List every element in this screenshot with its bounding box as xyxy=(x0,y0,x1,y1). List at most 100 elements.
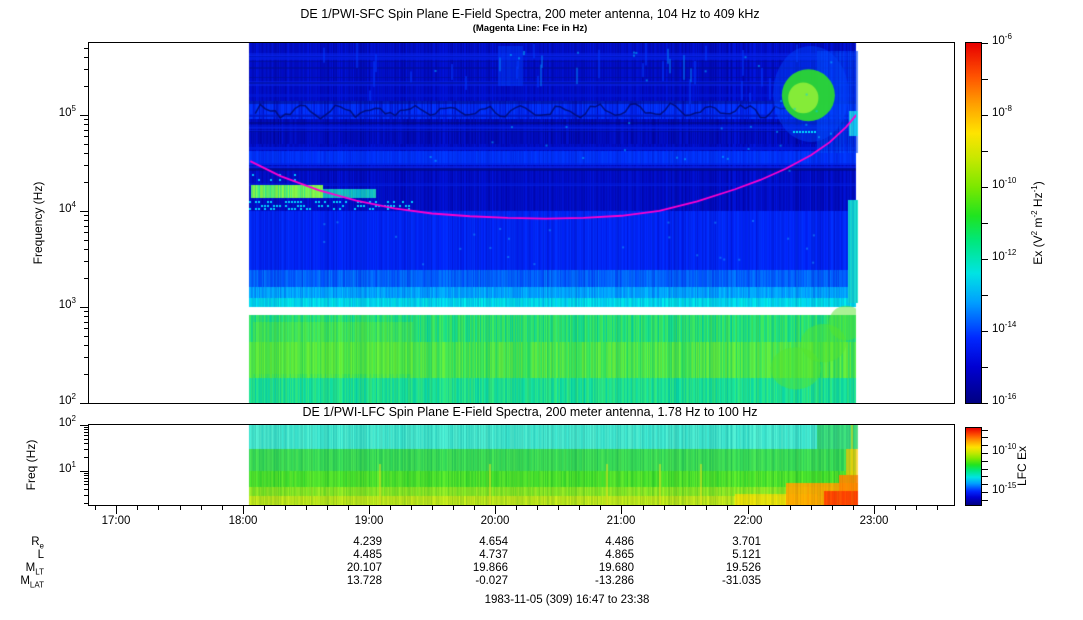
ephemeris-row-label: Re xyxy=(31,536,44,551)
ephemeris-row-label: L xyxy=(37,549,44,561)
time-tick-label: 23:00 xyxy=(859,515,889,527)
y-axis-minor-tick xyxy=(84,481,89,482)
time-axis-minor-tick xyxy=(643,506,644,510)
time-tick-label: 18:00 xyxy=(228,515,258,527)
time-tick-label: 17:00 xyxy=(101,515,131,527)
sfc-colorbar xyxy=(966,43,981,403)
sfc-subtitle: (Magenta Line: Fce in Hz) xyxy=(472,23,588,34)
y-axis-tick-label: 104 xyxy=(58,200,76,215)
y-axis-tick-label: 102 xyxy=(58,392,76,407)
ephemeris-value: 4.239 xyxy=(353,536,382,548)
colorbar-tick-label: 10-8 xyxy=(992,104,1012,119)
time-axis-minor-tick xyxy=(579,506,580,510)
ephemeris-value: 19.526 xyxy=(725,562,761,574)
time-axis-minor-tick xyxy=(706,506,707,510)
time-axis-major-tick xyxy=(243,506,244,514)
ephemeris-value: 4.654 xyxy=(479,536,508,548)
time-axis-minor-tick xyxy=(411,506,412,510)
colorbar-major-tick xyxy=(981,492,988,493)
y-axis-minor-tick xyxy=(84,475,89,476)
colorbar-major-tick xyxy=(981,115,988,116)
time-axis-minor-tick xyxy=(600,506,601,510)
y-axis-minor-tick xyxy=(84,495,89,496)
time-axis-minor-tick xyxy=(158,506,159,510)
time-axis-major-tick xyxy=(748,506,749,514)
colorbar-minor-tick xyxy=(981,367,988,368)
sfc-title: DE 1/PWI-SFC Spin Plane E-Field Spectra,… xyxy=(300,7,760,21)
y-axis-minor-tick xyxy=(84,153,89,154)
y-axis-major-tick xyxy=(80,425,89,426)
y-axis-minor-tick xyxy=(84,457,89,458)
colorbar-tick-label: 10-16 xyxy=(992,392,1017,407)
time-axis-minor-tick xyxy=(685,506,686,510)
y-axis-minor-tick xyxy=(84,240,89,241)
y-axis-major-tick xyxy=(80,403,89,404)
colorbar-minor-tick xyxy=(981,476,988,477)
time-axis-minor-tick xyxy=(916,506,917,510)
time-axis-minor-tick xyxy=(727,506,728,510)
y-axis-minor-tick xyxy=(84,86,89,87)
y-axis-minor-tick xyxy=(84,220,89,221)
y-axis-minor-tick xyxy=(84,316,89,317)
ephemeris-value: 5.121 xyxy=(732,549,761,561)
time-axis-minor-tick xyxy=(558,506,559,510)
y-axis-minor-tick xyxy=(84,432,89,433)
colorbar-minor-tick xyxy=(981,461,988,462)
time-axis-minor-tick xyxy=(180,506,181,510)
time-axis-minor-tick xyxy=(453,506,454,510)
colorbar-tick-label: 10-10 xyxy=(992,442,1017,457)
time-axis-minor-tick xyxy=(853,506,854,510)
colorbar-tick-label: 10-6 xyxy=(992,32,1012,47)
time-axis-minor-tick xyxy=(348,506,349,510)
colorbar-minor-tick xyxy=(981,437,988,438)
colorbar-minor-tick xyxy=(981,295,988,296)
y-axis-minor-tick xyxy=(84,489,89,490)
time-tick-label: 20:00 xyxy=(480,515,510,527)
time-axis-minor-tick xyxy=(327,506,328,510)
date-range-footer: 1983-11-05 (309) 16:47 to 23:38 xyxy=(484,594,650,606)
colorbar-minor-tick xyxy=(981,151,988,152)
lfc-spectrogram xyxy=(89,425,954,505)
y-axis-minor-tick xyxy=(84,249,89,250)
time-axis-minor-tick xyxy=(390,506,391,510)
colorbar-minor-tick xyxy=(981,445,988,446)
y-axis-minor-tick xyxy=(84,449,89,450)
time-axis-minor-tick xyxy=(201,506,202,510)
colorbar-major-tick xyxy=(981,259,988,260)
time-axis-minor-tick xyxy=(137,506,138,510)
colorbar-major-tick xyxy=(981,453,988,454)
ephemeris-value: -13.286 xyxy=(594,575,634,587)
y-axis-minor-tick xyxy=(84,484,89,485)
y-axis-minor-tick xyxy=(84,439,89,440)
y-axis-major-tick xyxy=(80,471,89,472)
y-axis-tick-label: 103 xyxy=(58,296,76,311)
colorbar-major-tick xyxy=(981,187,988,188)
time-axis-minor-tick xyxy=(811,506,812,510)
sfc-y-axis-label: Frequency (Hz) xyxy=(31,181,45,265)
y-axis-minor-tick xyxy=(84,278,89,279)
y-axis-minor-tick xyxy=(84,427,89,428)
colorbar-minor-tick xyxy=(981,500,988,501)
ephemeris-value: 19.866 xyxy=(472,562,508,574)
y-axis-minor-tick xyxy=(84,226,89,227)
time-axis-minor-tick xyxy=(516,506,517,510)
colorbar-minor-tick xyxy=(981,469,988,470)
time-axis-minor-tick xyxy=(537,506,538,510)
ephemeris-value: 4.485 xyxy=(353,549,382,561)
time-axis-minor-tick xyxy=(832,506,833,510)
time-axis-minor-tick xyxy=(264,506,265,510)
time-tick-label: 19:00 xyxy=(354,515,384,527)
y-axis-minor-tick xyxy=(84,478,89,479)
colorbar-tick-label: 10-15 xyxy=(992,481,1017,496)
ephemeris-value: 4.486 xyxy=(605,536,634,548)
ephemeris-value: 19.680 xyxy=(598,562,634,574)
y-axis-minor-tick xyxy=(84,136,89,137)
y-axis-minor-tick xyxy=(84,119,89,120)
y-axis-major-tick xyxy=(80,307,89,308)
y-axis-minor-tick xyxy=(84,130,89,131)
ephemeris-value: -0.027 xyxy=(475,575,508,587)
y-axis-minor-tick xyxy=(84,473,89,474)
y-axis-minor-tick xyxy=(84,311,89,312)
y-axis-minor-tick xyxy=(84,336,89,337)
